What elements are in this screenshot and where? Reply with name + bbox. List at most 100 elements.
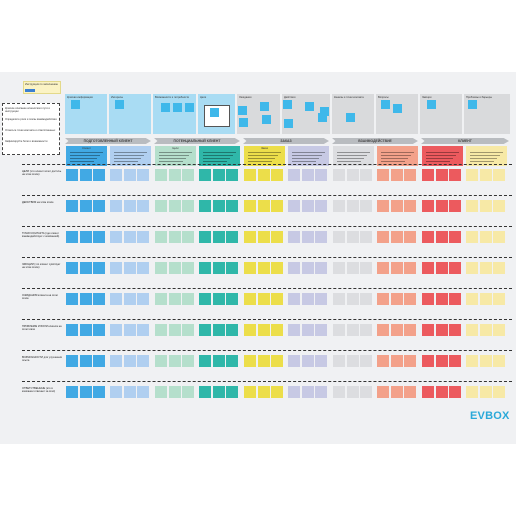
row-sticky-note[interactable] xyxy=(466,324,478,336)
row-sticky-note[interactable] xyxy=(226,169,238,181)
row-sticky-note[interactable] xyxy=(182,324,194,336)
row-sticky-note[interactable] xyxy=(333,262,345,274)
row-sticky-note[interactable] xyxy=(271,386,283,398)
row-sticky-note[interactable] xyxy=(79,355,92,367)
row-sticky-note[interactable] xyxy=(333,324,345,336)
row-sticky-note[interactable] xyxy=(301,262,314,274)
row-sticky-note[interactable] xyxy=(110,324,122,336)
row-sticky-note[interactable] xyxy=(466,200,478,212)
row-sticky-note[interactable] xyxy=(110,355,122,367)
row-sticky-note[interactable] xyxy=(168,262,181,274)
row-sticky-note[interactable] xyxy=(257,293,270,305)
row-sticky-note[interactable] xyxy=(435,355,448,367)
row-sticky-note[interactable] xyxy=(182,200,194,212)
row-sticky-note[interactable] xyxy=(422,324,434,336)
row-sticky-note[interactable] xyxy=(244,324,256,336)
row-sticky-note[interactable] xyxy=(182,386,194,398)
row-sticky-note[interactable] xyxy=(435,293,448,305)
row-sticky-note[interactable] xyxy=(66,324,78,336)
row-sticky-note[interactable] xyxy=(346,262,359,274)
persona-sticky[interactable] xyxy=(115,100,124,109)
row-sticky-note[interactable] xyxy=(449,200,461,212)
row-sticky-note[interactable] xyxy=(212,386,225,398)
row-sticky-note[interactable] xyxy=(288,169,300,181)
row-sticky-note[interactable] xyxy=(244,262,256,274)
row-sticky-note[interactable] xyxy=(226,293,238,305)
row-sticky-note[interactable] xyxy=(199,293,211,305)
row-sticky-note[interactable] xyxy=(199,355,211,367)
persona-sticky[interactable] xyxy=(346,113,355,122)
row-sticky-note[interactable] xyxy=(168,200,181,212)
row-sticky-note[interactable] xyxy=(226,200,238,212)
row-sticky-note[interactable] xyxy=(199,324,211,336)
row-sticky-note[interactable] xyxy=(257,262,270,274)
row-sticky-note[interactable] xyxy=(123,293,136,305)
row-sticky-note[interactable] xyxy=(182,293,194,305)
row-sticky-note[interactable] xyxy=(346,324,359,336)
row-sticky-note[interactable] xyxy=(390,231,403,243)
row-sticky-note[interactable] xyxy=(288,324,300,336)
row-sticky-note[interactable] xyxy=(377,169,389,181)
row-sticky-note[interactable] xyxy=(212,200,225,212)
row-sticky-note[interactable] xyxy=(93,386,105,398)
row-sticky-note[interactable] xyxy=(123,262,136,274)
row-sticky-note[interactable] xyxy=(257,386,270,398)
row-sticky-note[interactable] xyxy=(66,293,78,305)
row-sticky-note[interactable] xyxy=(493,262,505,274)
row-sticky-note[interactable] xyxy=(377,231,389,243)
row-sticky-note[interactable] xyxy=(244,355,256,367)
persona-sticky[interactable] xyxy=(283,100,292,109)
persona-sticky[interactable] xyxy=(185,103,194,112)
persona-sticky[interactable] xyxy=(318,113,327,122)
row-sticky-note[interactable] xyxy=(199,200,211,212)
persona-sticky[interactable] xyxy=(161,103,170,112)
row-sticky-note[interactable] xyxy=(315,355,327,367)
row-sticky-note[interactable] xyxy=(360,231,372,243)
persona-sticky[interactable] xyxy=(262,115,271,124)
row-sticky-note[interactable] xyxy=(79,293,92,305)
row-sticky-note[interactable] xyxy=(93,324,105,336)
row-sticky-note[interactable] xyxy=(404,386,416,398)
row-sticky-note[interactable] xyxy=(137,324,149,336)
row-sticky-note[interactable] xyxy=(435,200,448,212)
row-sticky-note[interactable] xyxy=(155,200,167,212)
row-sticky-note[interactable] xyxy=(479,355,492,367)
row-sticky-note[interactable] xyxy=(271,324,283,336)
row-sticky-note[interactable] xyxy=(493,231,505,243)
row-sticky-note[interactable] xyxy=(449,324,461,336)
row-sticky-note[interactable] xyxy=(390,324,403,336)
row-sticky-note[interactable] xyxy=(479,200,492,212)
row-sticky-note[interactable] xyxy=(93,231,105,243)
row-sticky-note[interactable] xyxy=(137,355,149,367)
row-sticky-note[interactable] xyxy=(110,386,122,398)
row-sticky-note[interactable] xyxy=(360,200,372,212)
row-sticky-note[interactable] xyxy=(79,200,92,212)
row-sticky-note[interactable] xyxy=(123,200,136,212)
row-sticky-note[interactable] xyxy=(257,169,270,181)
row-sticky-note[interactable] xyxy=(226,231,238,243)
row-sticky-note[interactable] xyxy=(422,231,434,243)
row-sticky-note[interactable] xyxy=(422,293,434,305)
row-sticky-note[interactable] xyxy=(466,386,478,398)
row-sticky-note[interactable] xyxy=(333,231,345,243)
row-sticky-note[interactable] xyxy=(390,386,403,398)
row-sticky-note[interactable] xyxy=(182,231,194,243)
row-sticky-note[interactable] xyxy=(199,262,211,274)
row-sticky-note[interactable] xyxy=(137,386,149,398)
row-sticky-note[interactable] xyxy=(301,355,314,367)
row-sticky-note[interactable] xyxy=(479,324,492,336)
persona-sticky[interactable] xyxy=(468,100,477,109)
row-sticky-note[interactable] xyxy=(182,262,194,274)
row-sticky-note[interactable] xyxy=(404,169,416,181)
row-sticky-note[interactable] xyxy=(110,231,122,243)
row-sticky-note[interactable] xyxy=(182,169,194,181)
row-sticky-note[interactable] xyxy=(466,293,478,305)
row-sticky-note[interactable] xyxy=(346,200,359,212)
row-sticky-note[interactable] xyxy=(301,293,314,305)
row-sticky-note[interactable] xyxy=(155,169,167,181)
row-sticky-note[interactable] xyxy=(422,169,434,181)
row-sticky-note[interactable] xyxy=(422,262,434,274)
row-sticky-note[interactable] xyxy=(137,262,149,274)
row-sticky-note[interactable] xyxy=(449,386,461,398)
row-sticky-note[interactable] xyxy=(315,169,327,181)
